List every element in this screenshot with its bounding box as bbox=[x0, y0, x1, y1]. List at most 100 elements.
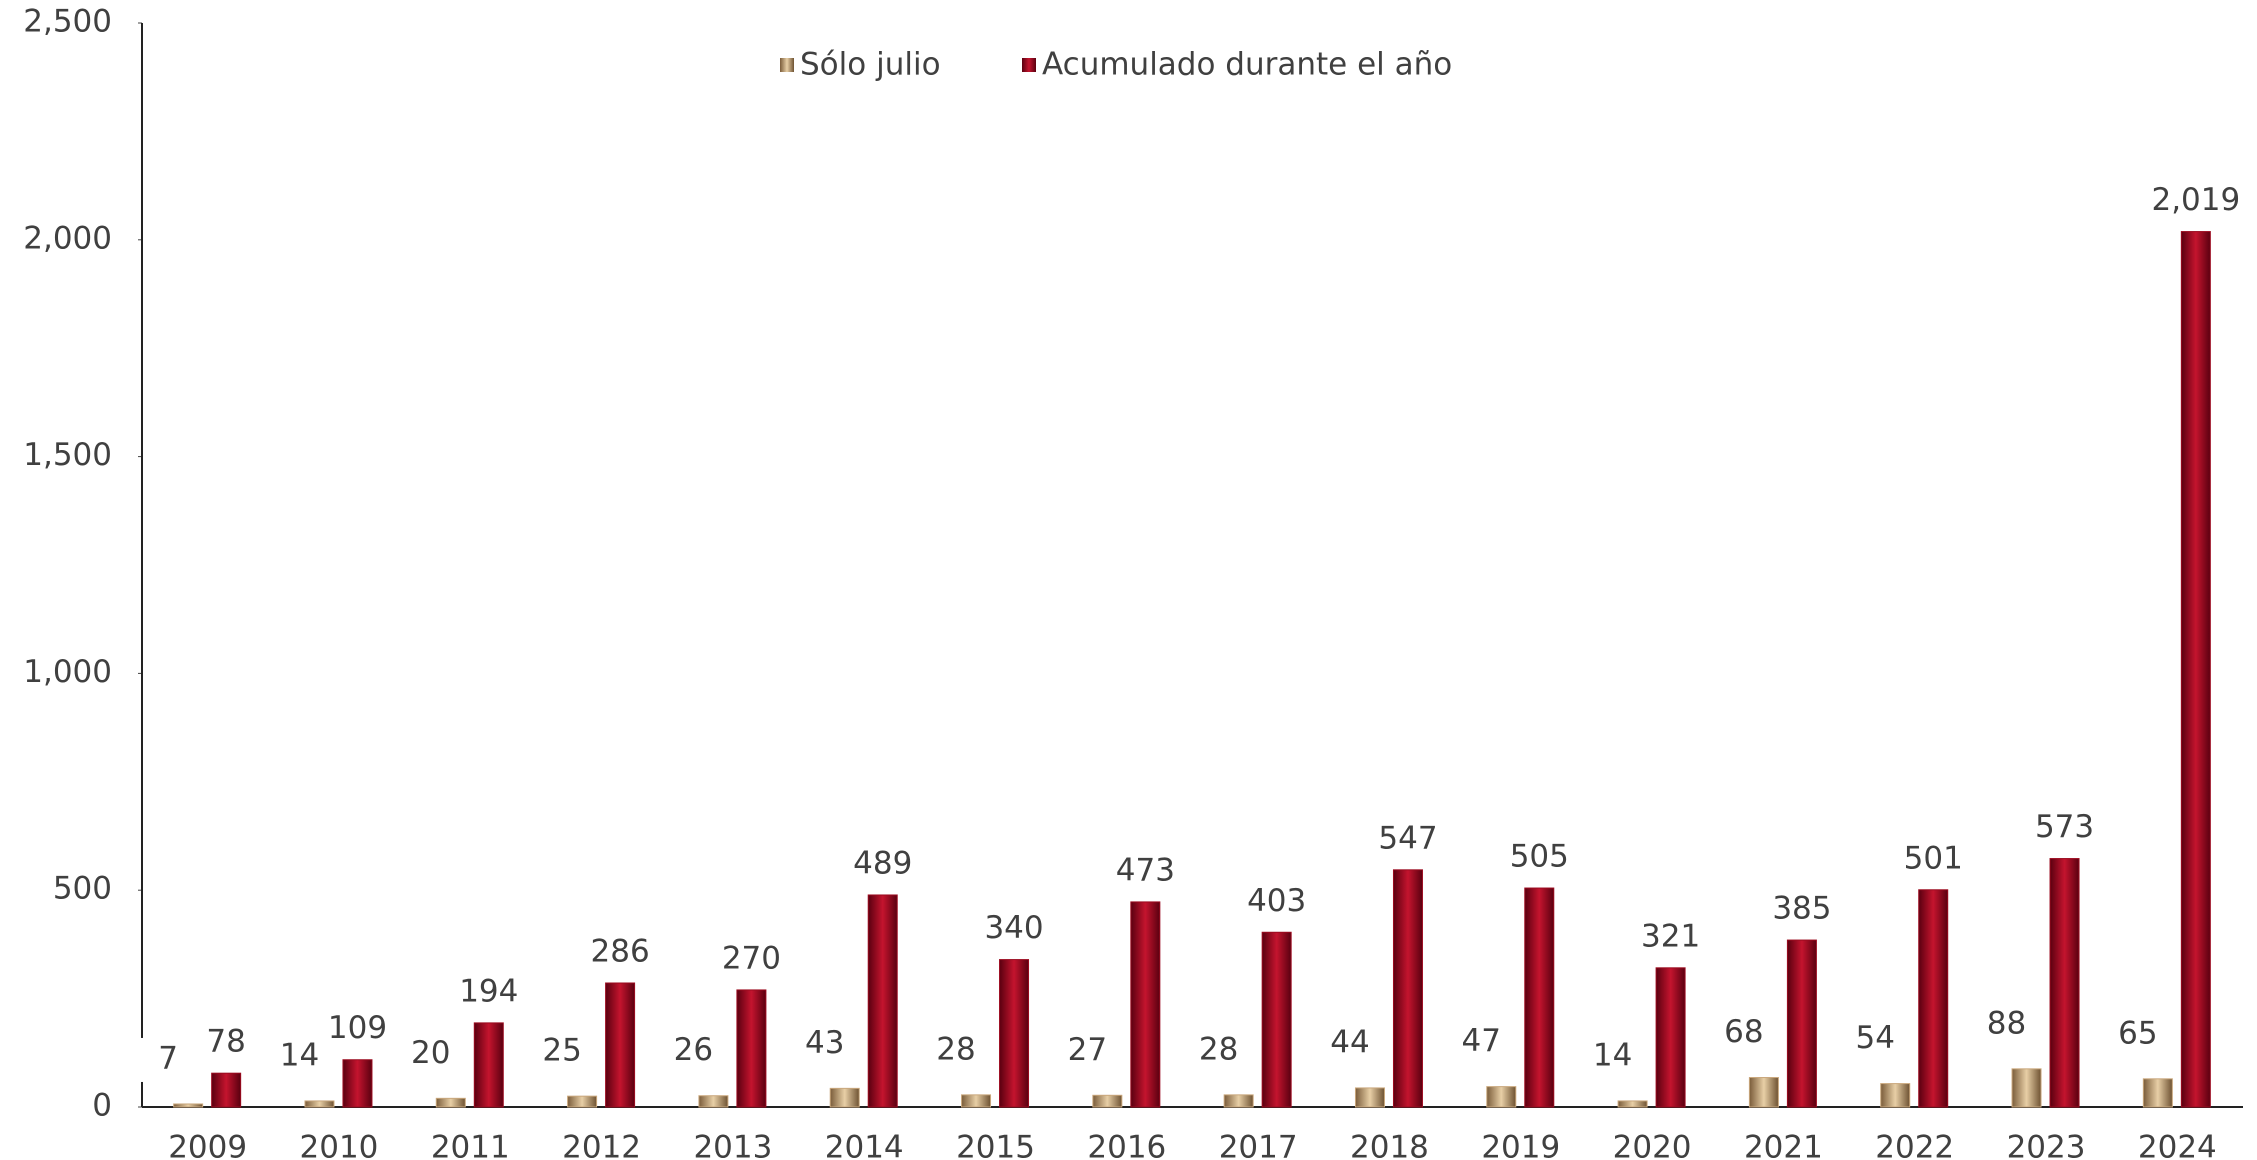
x-tick-label: 2019 bbox=[1481, 1130, 1560, 1160]
data-label: 68 bbox=[1724, 1014, 1763, 1050]
y-tick-label: 2,000 bbox=[23, 220, 112, 256]
x-tick-label: 2015 bbox=[956, 1130, 1035, 1160]
label-background bbox=[530, 1030, 595, 1075]
bar bbox=[1130, 901, 1161, 1108]
x-tick-label: 2020 bbox=[1613, 1130, 1692, 1160]
bar bbox=[605, 982, 636, 1108]
x-tick-label: 2016 bbox=[1087, 1130, 1166, 1160]
legend-marker bbox=[1022, 58, 1036, 72]
data-label: 286 bbox=[591, 933, 650, 969]
label-background bbox=[267, 1034, 332, 1079]
label-background bbox=[1711, 1011, 1776, 1056]
x-tick-label: 2014 bbox=[825, 1130, 904, 1160]
x-tick-label: 2010 bbox=[300, 1130, 379, 1160]
legend-label: Acumulado durante el año bbox=[1042, 47, 1452, 83]
data-label: 403 bbox=[1247, 883, 1306, 919]
data-label: 78 bbox=[206, 1024, 245, 1060]
bar bbox=[1655, 967, 1686, 1108]
data-label: 14 bbox=[280, 1037, 319, 1073]
data-label: 14 bbox=[1593, 1037, 1632, 1073]
data-label: 473 bbox=[1116, 852, 1175, 888]
bar bbox=[999, 959, 1030, 1108]
x-tick-label: 2012 bbox=[562, 1130, 641, 1160]
label-background bbox=[924, 1028, 989, 1073]
data-label: 65 bbox=[2118, 1015, 2157, 1051]
bar bbox=[473, 1022, 504, 1108]
x-tick-label: 2024 bbox=[2138, 1130, 2217, 1160]
label-background bbox=[1055, 1029, 1120, 1074]
legend-label: Sólo julio bbox=[800, 47, 941, 83]
data-label: 270 bbox=[722, 940, 781, 976]
x-tick-label: 2023 bbox=[2007, 1130, 2086, 1160]
x-tick-label: 2022 bbox=[1875, 1130, 1954, 1160]
bar bbox=[211, 1072, 242, 1108]
bar bbox=[1524, 887, 1555, 1108]
x-tick-label: 2009 bbox=[168, 1130, 247, 1160]
y-tick-label: 1,000 bbox=[23, 654, 112, 690]
data-label: 573 bbox=[2035, 809, 2094, 845]
bar bbox=[1223, 1094, 1254, 1108]
data-label: 54 bbox=[1855, 1020, 1894, 1056]
data-label: 43 bbox=[805, 1025, 844, 1061]
y-tick-label: 500 bbox=[53, 871, 112, 907]
label-background bbox=[661, 1029, 726, 1074]
data-label: 27 bbox=[1068, 1032, 1107, 1068]
bar bbox=[867, 894, 898, 1108]
label-background bbox=[2105, 1012, 2170, 1057]
data-label: 20 bbox=[411, 1035, 450, 1071]
y-tick-label: 2,500 bbox=[23, 4, 112, 40]
bar bbox=[698, 1095, 729, 1108]
data-label: 28 bbox=[936, 1031, 975, 1067]
label-background bbox=[1449, 1020, 1514, 1065]
y-tick-label: 0 bbox=[92, 1088, 112, 1124]
label-background bbox=[136, 1037, 201, 1082]
data-label: 2,019 bbox=[2151, 182, 2240, 218]
bar bbox=[961, 1094, 992, 1108]
data-label: 7 bbox=[158, 1040, 178, 1076]
x-tick-label: 2013 bbox=[693, 1130, 772, 1160]
bar bbox=[1748, 1077, 1779, 1108]
bar bbox=[2142, 1078, 2173, 1108]
data-label: 26 bbox=[674, 1032, 713, 1068]
label-background bbox=[1186, 1028, 1251, 1073]
label-background bbox=[1843, 1017, 1908, 1062]
bar bbox=[1617, 1100, 1648, 1108]
data-label: 47 bbox=[1462, 1023, 1501, 1059]
legend-marker bbox=[780, 58, 794, 72]
data-label: 25 bbox=[542, 1033, 581, 1069]
bar bbox=[1354, 1087, 1385, 1108]
data-label: 340 bbox=[984, 910, 1043, 946]
data-label: 44 bbox=[1330, 1024, 1369, 1060]
data-label: 28 bbox=[1199, 1031, 1238, 1067]
label-background bbox=[1317, 1021, 1382, 1066]
data-label: 489 bbox=[853, 845, 912, 881]
bar bbox=[829, 1087, 860, 1108]
label-background bbox=[398, 1032, 463, 1077]
data-label: 505 bbox=[1510, 839, 1569, 875]
data-label: 88 bbox=[1987, 1005, 2026, 1041]
label-background bbox=[792, 1022, 857, 1067]
bar bbox=[1918, 889, 1949, 1108]
data-label: 321 bbox=[1641, 918, 1700, 954]
bar bbox=[2180, 231, 2211, 1108]
x-tick-label: 2018 bbox=[1350, 1130, 1429, 1160]
bar bbox=[342, 1059, 373, 1108]
bar bbox=[2049, 858, 2080, 1108]
bar bbox=[304, 1100, 335, 1108]
bar bbox=[1880, 1083, 1911, 1108]
data-label: 385 bbox=[1772, 891, 1831, 927]
bar bbox=[435, 1097, 466, 1108]
data-label: 547 bbox=[1378, 820, 1437, 856]
bar bbox=[1486, 1086, 1517, 1108]
label-background bbox=[1974, 1002, 2039, 1047]
x-tick-label: 2017 bbox=[1219, 1130, 1298, 1160]
y-tick-label: 1,500 bbox=[23, 437, 112, 473]
bar bbox=[1092, 1094, 1123, 1108]
data-label: 109 bbox=[328, 1010, 387, 1046]
bar bbox=[567, 1095, 598, 1108]
data-label: 194 bbox=[459, 973, 518, 1009]
bar bbox=[736, 989, 767, 1108]
bar bbox=[1392, 869, 1423, 1108]
bar bbox=[2011, 1068, 2042, 1108]
